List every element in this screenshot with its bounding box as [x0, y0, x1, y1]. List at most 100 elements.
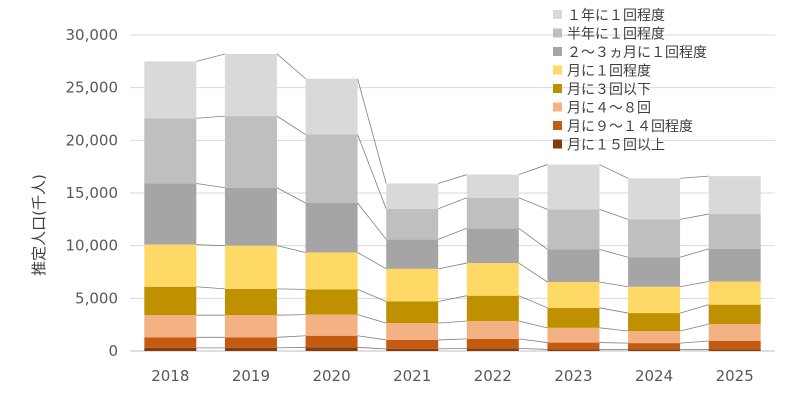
bar-segment	[547, 342, 600, 350]
series-connector-line	[680, 340, 709, 344]
y-tick-label: 0	[108, 342, 118, 360]
bar-segment	[144, 337, 197, 348]
bar-segment	[386, 239, 439, 269]
series-connector-line	[196, 183, 225, 189]
legend-swatch	[553, 121, 562, 130]
bar-segment	[305, 335, 358, 348]
bar-segment	[305, 314, 358, 336]
series-connector-line	[357, 314, 387, 324]
bar-segment	[305, 134, 358, 204]
bar-segment	[628, 349, 681, 351]
series-connector-line	[518, 227, 548, 250]
series-connector-line	[680, 175, 709, 179]
bar-segment	[386, 268, 439, 302]
bar-segment	[547, 307, 600, 328]
series-connector-line	[438, 174, 467, 184]
series-connector-line	[357, 346, 387, 350]
bar-segment	[547, 164, 600, 210]
series-connector-line	[679, 304, 709, 314]
bar-segment	[144, 286, 197, 316]
series-connector-line	[679, 248, 709, 258]
x-tick-label: 2018	[151, 367, 189, 385]
series-connector-line	[276, 187, 306, 204]
bar-segment	[224, 347, 277, 351]
bar-segment	[466, 263, 519, 296]
bar-segment	[628, 330, 681, 344]
series-connector-line	[196, 286, 225, 290]
bar-segment	[708, 281, 761, 305]
bar-segment	[708, 214, 761, 249]
series-connector-line	[438, 347, 467, 350]
series-connector-line	[599, 248, 629, 258]
series-connector-line	[276, 288, 306, 290]
series-connector-line	[518, 164, 548, 175]
bar-segment	[466, 197, 519, 229]
series-connector-line	[599, 208, 629, 220]
x-tick-label: 2021	[393, 367, 431, 385]
legend-swatch	[553, 84, 562, 93]
series-connector-line	[438, 197, 467, 210]
bar-segment	[224, 245, 277, 289]
x-tick-label: 2019	[232, 367, 270, 385]
bar-segment	[547, 249, 600, 283]
series-connector-line	[438, 295, 467, 302]
bar-segment	[708, 349, 761, 351]
series-connector-line	[276, 245, 306, 253]
bar-segment	[144, 61, 197, 119]
bar-segment	[628, 343, 681, 350]
series-connector-line	[599, 342, 629, 344]
y-tick-label: 10,000	[66, 237, 119, 255]
legend-entry-label: 月に３回以下	[567, 82, 651, 98]
bar-segment	[466, 228, 519, 264]
series-connector-line	[276, 314, 306, 316]
series-connector-line	[357, 252, 387, 270]
bar-segment	[224, 116, 277, 188]
bar-segment	[224, 315, 277, 338]
series-connector-line	[518, 338, 548, 343]
y-axis-ticks: 0 5,000 10,000 15,000 20,000 25,000 30,000	[66, 26, 119, 360]
series-connector-line	[599, 327, 629, 332]
bar-segment	[466, 338, 519, 349]
series-connector-line	[599, 281, 629, 288]
series-connector-line	[518, 262, 548, 283]
series-connector-line	[276, 115, 306, 135]
bar-segment	[224, 187, 277, 246]
x-tick-label: 2024	[635, 367, 673, 385]
y-tick-label: 20,000	[66, 131, 119, 149]
bar-segment	[547, 349, 600, 351]
series-connector-line	[357, 78, 387, 184]
series-connector-line	[357, 202, 387, 240]
series-connector-line	[679, 213, 709, 220]
series-connector-line	[518, 295, 548, 309]
bar-segment	[466, 295, 519, 321]
y-tick-label: 25,000	[66, 79, 119, 97]
legend-swatch	[553, 28, 562, 38]
series-connector-line	[196, 115, 225, 119]
legend-entry-label: １年に１回程度	[567, 8, 665, 24]
bar-segment	[386, 339, 439, 349]
bar-segment	[628, 257, 681, 287]
x-tick-label: 2025	[716, 367, 754, 385]
bar-segment	[466, 348, 519, 351]
series-connector-line	[599, 307, 629, 314]
series-connector-line	[196, 53, 226, 62]
bar-segment	[144, 244, 197, 287]
series-connector-line	[599, 164, 629, 179]
bar-segment	[386, 208, 439, 240]
series-connector-line	[196, 244, 225, 247]
bar-segment	[708, 340, 761, 350]
bars	[144, 53, 761, 351]
bar-segment	[305, 203, 358, 253]
legend-swatch	[553, 139, 562, 149]
series-connector-line	[276, 53, 306, 80]
series-connector-line	[357, 289, 387, 302]
bar-segment	[628, 178, 681, 220]
series-connector-line	[357, 335, 387, 341]
bar-segment	[144, 315, 197, 338]
series-connector-line	[679, 281, 709, 288]
bar-segment	[224, 337, 277, 348]
bar-segment	[708, 176, 761, 215]
series-connector-line	[357, 134, 387, 209]
